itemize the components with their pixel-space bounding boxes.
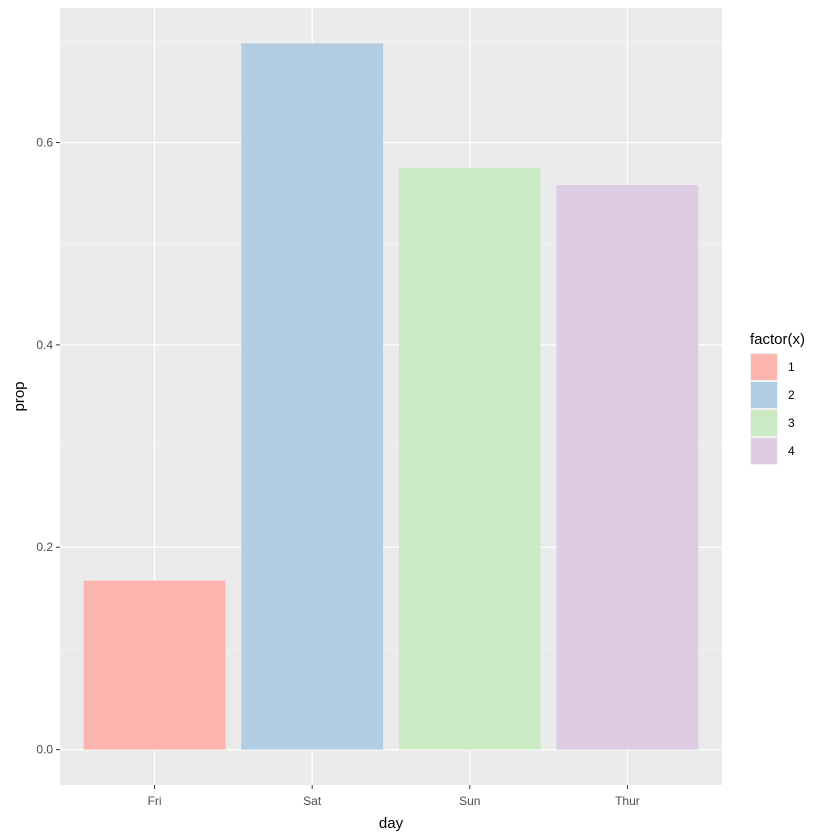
legend-label: 1 [788, 360, 795, 374]
legend-label: 2 [788, 388, 795, 402]
y-tick-label: 0.0 [36, 743, 53, 757]
legend-label: 4 [788, 444, 795, 458]
bar-sat [241, 43, 384, 750]
legend-swatch [751, 438, 777, 464]
y-tick-label: 0.6 [36, 136, 53, 150]
x-axis: Fri Sat Sun Thur [148, 785, 640, 808]
legend: factor(x) 1 2 3 4 [750, 331, 805, 465]
y-axis-title: prop [11, 381, 28, 411]
y-axis: 0.0 0.2 0.4 0.6 [36, 136, 60, 757]
x-tick-label: Thur [615, 794, 640, 808]
x-tick-label: Sat [303, 794, 322, 808]
legend-swatch [751, 354, 777, 380]
legend-swatch [751, 382, 777, 408]
bar-thur [556, 185, 699, 750]
bar-fri [83, 580, 226, 750]
bar-sun [398, 167, 541, 750]
x-axis-title: day [379, 815, 404, 832]
y-tick-label: 0.4 [36, 338, 53, 352]
bars [83, 43, 699, 750]
legend-label: 3 [788, 416, 795, 430]
x-tick-label: Fri [148, 794, 162, 808]
y-tick-label: 0.2 [36, 540, 53, 554]
x-tick-label: Sun [459, 794, 480, 808]
legend-title: factor(x) [750, 331, 805, 348]
legend-swatch [751, 410, 777, 436]
